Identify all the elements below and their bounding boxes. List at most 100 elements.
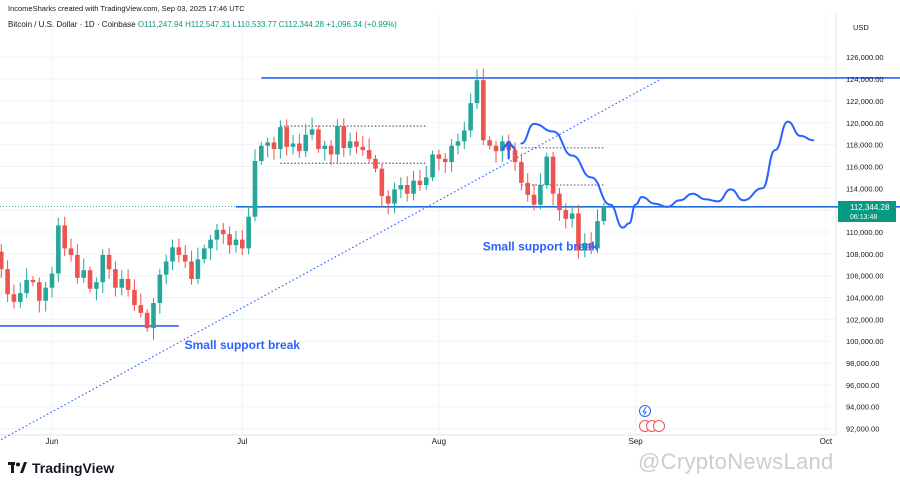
candle-body bbox=[94, 282, 99, 289]
y-tick-label: 120,000.00 bbox=[846, 119, 884, 128]
lightning-event-icon[interactable] bbox=[639, 405, 651, 417]
candle-body bbox=[176, 247, 182, 255]
candle-body bbox=[0, 251, 4, 270]
overlay-layer: Small support break Small support break bbox=[185, 120, 815, 352]
us-flag-event-icon[interactable] bbox=[653, 420, 665, 432]
event-markers[interactable] bbox=[639, 405, 665, 432]
candle-body bbox=[563, 210, 569, 219]
candle-body bbox=[5, 269, 10, 295]
y-tick-label: 126,000.00 bbox=[846, 53, 884, 62]
candle-body bbox=[252, 160, 258, 217]
candle-body bbox=[487, 140, 492, 146]
drawing-layer bbox=[0, 77, 900, 441]
candle-body bbox=[189, 261, 194, 279]
candle-body bbox=[525, 182, 531, 195]
candle-body bbox=[81, 270, 87, 278]
candle-body bbox=[360, 146, 366, 151]
tradingview-logo[interactable]: TradingView bbox=[8, 460, 114, 476]
chart-grid bbox=[0, 14, 837, 436]
candle-body bbox=[449, 145, 454, 163]
tradingview-logo-text: TradingView bbox=[32, 460, 115, 476]
candle-body bbox=[309, 129, 315, 135]
candle-body bbox=[56, 225, 61, 274]
y-tick-label: 104,000.00 bbox=[846, 294, 884, 303]
candle-body bbox=[43, 287, 48, 301]
candle-body bbox=[87, 270, 93, 289]
candle-body bbox=[531, 194, 537, 205]
candle-body bbox=[500, 141, 505, 152]
candle-body bbox=[11, 294, 17, 302]
y-tick-label: 106,000.00 bbox=[846, 272, 884, 281]
last-price-badge: 112,344.28 06:13:48 bbox=[838, 201, 896, 222]
candle-body bbox=[151, 302, 156, 329]
candle-body bbox=[49, 273, 55, 288]
symbol-name[interactable]: Bitcoin / U.S. Dollar · 1D · Coinbase bbox=[8, 20, 136, 29]
y-tick-label: 94,000.00 bbox=[846, 403, 879, 412]
candle-body bbox=[157, 274, 163, 303]
y-tick-label: 100,000.00 bbox=[846, 337, 884, 346]
ohlc-change: +1,096.34 (+0.99%) bbox=[326, 20, 397, 29]
candle-body bbox=[335, 126, 340, 155]
candle-body bbox=[303, 134, 309, 152]
candle-body bbox=[373, 158, 378, 169]
ohlc-close: C112,344.28 bbox=[278, 20, 324, 29]
lightning-bolt-icon bbox=[642, 406, 647, 416]
candle-body bbox=[239, 239, 245, 249]
candle-body bbox=[392, 189, 397, 204]
tradingview-logo-icon bbox=[8, 462, 27, 473]
candle-body bbox=[100, 254, 106, 283]
y-tick-label: 118,000.00 bbox=[846, 141, 883, 150]
candle-body bbox=[385, 195, 391, 204]
candle-body bbox=[119, 278, 125, 288]
y-tick-label: 98,000.00 bbox=[846, 359, 879, 368]
candle-body bbox=[144, 312, 150, 329]
candle-body bbox=[227, 234, 232, 246]
chart-header: IncomeSharks created with TradingView.co… bbox=[8, 4, 245, 13]
y-tick-label: 110,000.00 bbox=[846, 228, 883, 237]
candle-body bbox=[442, 158, 448, 163]
candle-body bbox=[576, 213, 581, 251]
candle-body bbox=[493, 145, 499, 152]
candle-body bbox=[17, 293, 23, 302]
candle-body bbox=[37, 282, 42, 301]
candle-body bbox=[550, 156, 556, 194]
x-tick-label: Aug bbox=[432, 437, 446, 446]
trendline-dotted bbox=[0, 78, 662, 441]
candle-body bbox=[588, 242, 594, 249]
y-tick-label: 122,000.00 bbox=[846, 97, 884, 106]
candle-body bbox=[341, 126, 347, 148]
candle-body bbox=[512, 150, 518, 163]
candle-body bbox=[582, 242, 588, 251]
candle-body bbox=[601, 206, 607, 222]
candle-body bbox=[468, 103, 473, 131]
y-tick-label: 96,000.00 bbox=[846, 381, 879, 390]
candle-body bbox=[328, 145, 334, 155]
candle-body bbox=[322, 145, 328, 149]
candle-body bbox=[220, 229, 226, 235]
candle-body bbox=[379, 168, 385, 196]
candle-body bbox=[398, 185, 404, 190]
x-tick-label: Sep bbox=[628, 437, 643, 446]
candle-body bbox=[430, 154, 435, 178]
candle-body bbox=[417, 180, 423, 186]
y-tick-label: 116,000.00 bbox=[846, 162, 883, 171]
candle-body bbox=[290, 143, 296, 147]
candle-body bbox=[246, 216, 251, 249]
last-price-badge-bg bbox=[838, 201, 896, 222]
candle-body bbox=[284, 127, 289, 147]
candle-body bbox=[182, 254, 188, 262]
candle-body bbox=[569, 213, 575, 219]
candle-body bbox=[595, 221, 600, 249]
symbol-legend: Bitcoin / U.S. Dollar · 1D · Coinbase O1… bbox=[8, 20, 397, 29]
candle-body bbox=[265, 142, 270, 146]
time-axis[interactable]: Jun Jul Aug Sep Oct bbox=[46, 437, 833, 446]
candle-body bbox=[106, 254, 112, 270]
price-axis[interactable]: USD 92,000.00 94,000.00 96,000.00 98,000.00… bbox=[846, 23, 884, 434]
y-tick-label: 102,000.00 bbox=[846, 315, 884, 324]
candle-body bbox=[538, 185, 543, 205]
candle-body bbox=[436, 154, 442, 159]
candle-body bbox=[544, 156, 550, 186]
y-tick-label: 124,000.00 bbox=[846, 75, 884, 84]
candle-body bbox=[214, 229, 220, 240]
